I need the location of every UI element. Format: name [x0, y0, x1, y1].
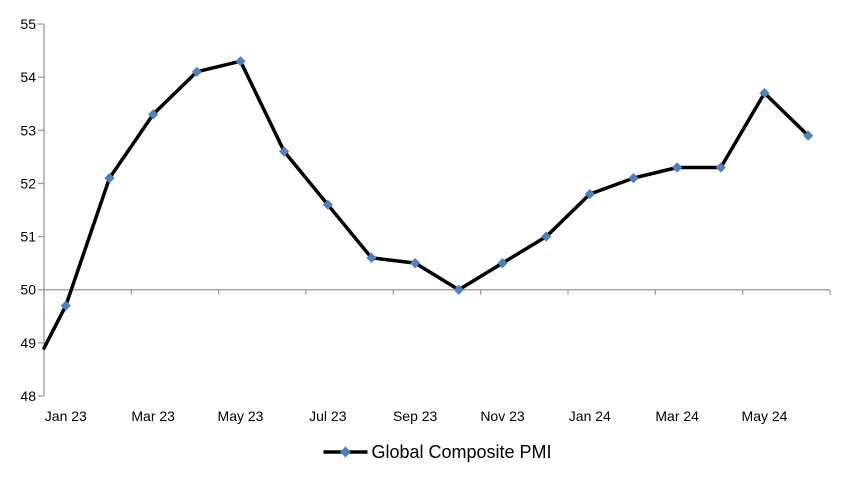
data-point-marker: [803, 130, 814, 141]
data-point-marker: [541, 231, 552, 242]
data-point-marker: [60, 300, 71, 311]
y-tick-label: 51: [20, 229, 36, 245]
data-point-marker: [366, 252, 377, 263]
data-point-marker: [279, 146, 290, 157]
x-tick-label: May 23: [218, 408, 264, 424]
data-point-marker: [628, 173, 639, 184]
y-tick-label: 52: [20, 175, 36, 191]
x-tick-label: May 24: [742, 408, 788, 424]
data-point-marker: [235, 56, 246, 67]
data-point-marker: [322, 199, 333, 210]
data-point-marker: [453, 284, 464, 295]
data-point-marker: [584, 188, 595, 200]
data-point-marker: [410, 258, 421, 269]
x-tick-label: Mar 23: [131, 408, 175, 424]
legend-line-marker-sample: [323, 446, 368, 458]
data-point-marker: [104, 173, 115, 184]
y-axis: [38, 23, 45, 397]
x-tick-label: Sep 23: [393, 408, 438, 424]
chart-canvas: 48 49 50 51 52 53 54 55 Jan 23 Mar 23 May 23 Jul 23…: [20, 16, 831, 424]
x-tick-label: Jan 23: [45, 408, 87, 424]
data-point-marker: [672, 162, 683, 173]
data-point-marker: [759, 87, 770, 99]
x-tick-label: Mar 24: [655, 408, 699, 424]
y-tick-label: 53: [20, 122, 36, 138]
data-point-marker: [715, 162, 726, 173]
y-tick-label: 49: [20, 335, 36, 351]
data-point-marker: [497, 258, 508, 269]
y-tick-label: 50: [20, 282, 36, 298]
data-point-marker: [191, 66, 202, 77]
x-axis: [43, 289, 831, 295]
legend-label: Global Composite PMI: [371, 442, 552, 462]
legend-diamond-marker-icon: [339, 446, 351, 458]
chart-legend: Global Composite PMI: [322, 441, 552, 463]
y-tick-label: 48: [20, 388, 36, 404]
y-tick-label: 54: [20, 69, 36, 85]
pmi-series-line: [42, 59, 810, 350]
x-tick-label: Nov 23: [480, 408, 525, 424]
x-tick-label: Jul 23: [309, 408, 347, 424]
y-tick-label: 55: [20, 16, 36, 32]
data-point-marker: [148, 109, 159, 120]
x-tick-label: Jan 24: [569, 408, 611, 424]
